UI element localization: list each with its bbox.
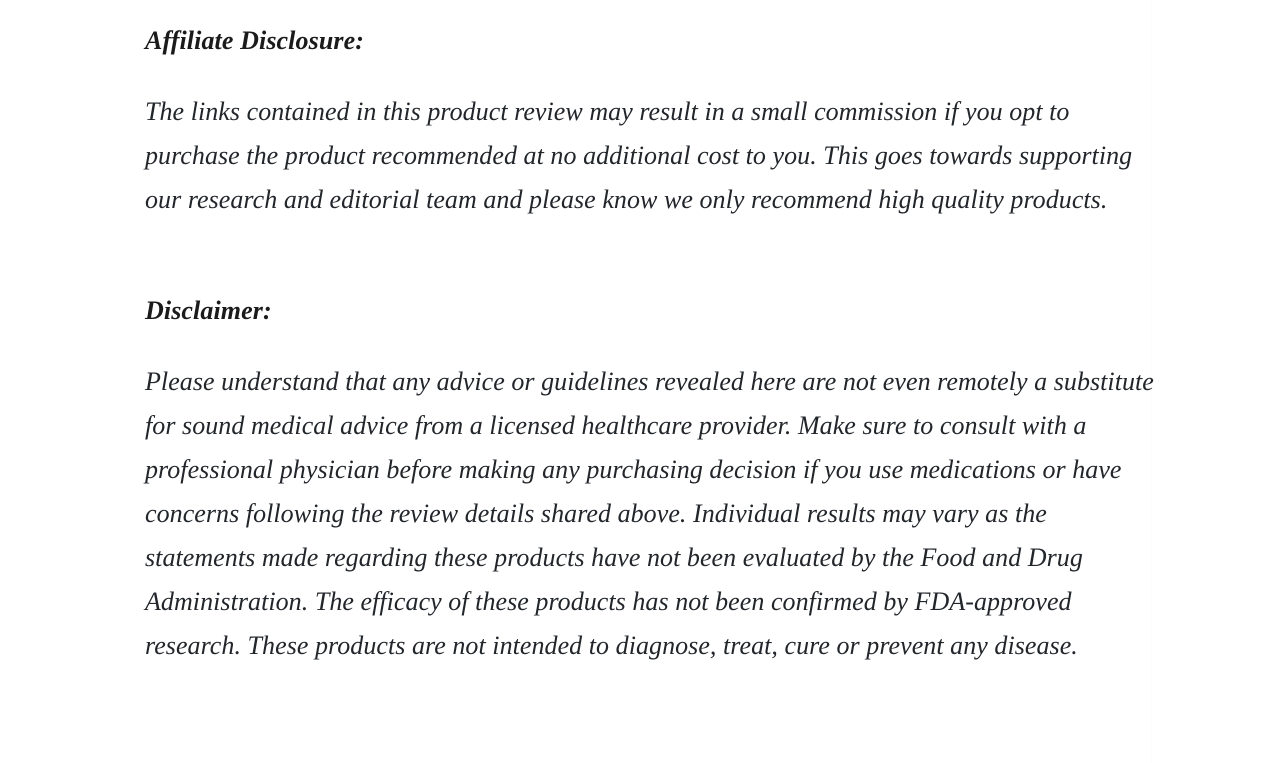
affiliate-disclosure-heading: Affiliate Disclosure: xyxy=(145,26,364,55)
article-content-column: Affiliate Disclosure: The links containe… xyxy=(134,0,1154,763)
affiliate-disclosure-paragraph: The links contained in this product revi… xyxy=(145,97,1133,214)
disclaimer-section: Disclaimer: xyxy=(145,296,1159,326)
disclaimer-paragraph: Please understand that any advice or gui… xyxy=(145,367,1154,660)
affiliate-disclosure-body-wrap: The links contained in this product revi… xyxy=(145,90,1159,222)
disclaimer-heading: Disclaimer: xyxy=(145,296,272,325)
affiliate-disclosure-section: Affiliate Disclosure: xyxy=(145,26,1159,56)
disclaimer-body-wrap: Please understand that any advice or gui… xyxy=(145,360,1159,668)
